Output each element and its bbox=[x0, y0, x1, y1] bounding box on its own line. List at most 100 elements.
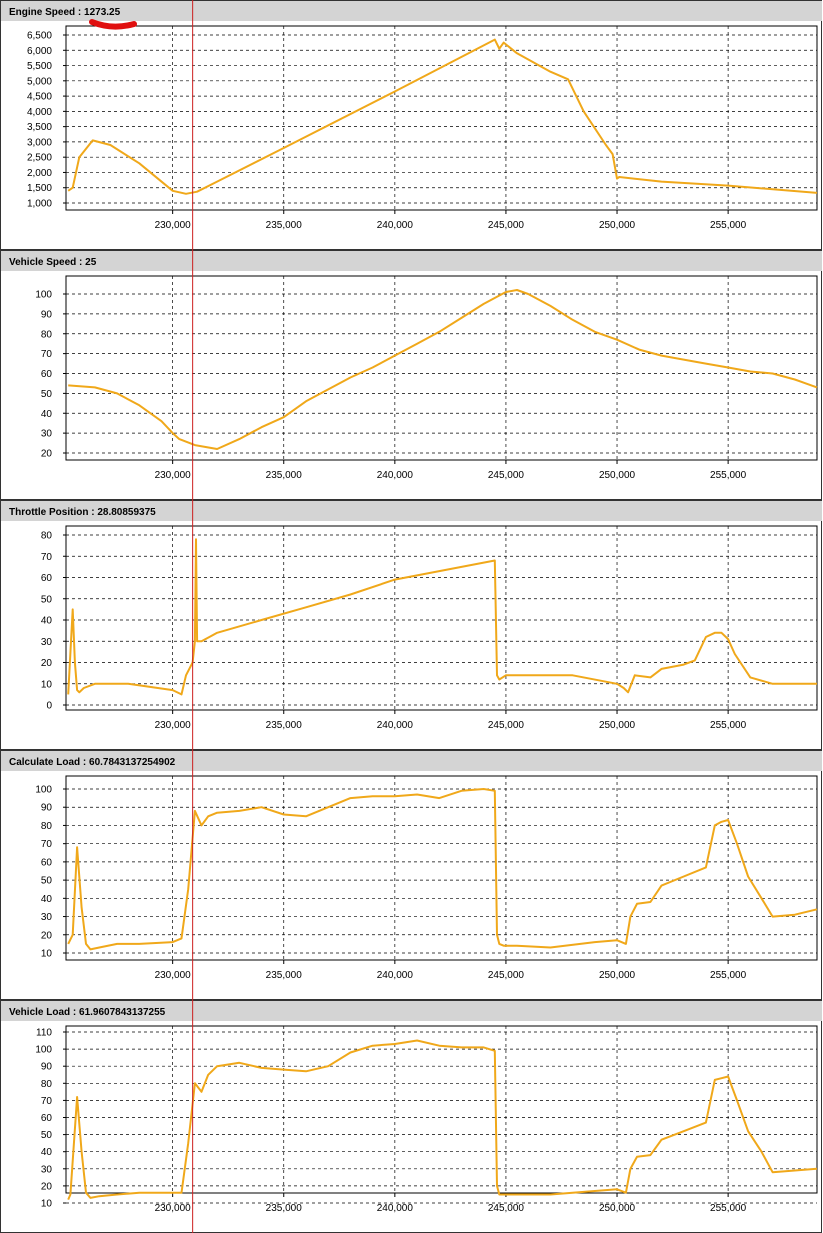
x-tick-label: 250,000 bbox=[599, 720, 636, 731]
y-tick-label: 50 bbox=[41, 876, 53, 887]
x-tick-label: 245,000 bbox=[488, 220, 525, 231]
x-tick-label: 235,000 bbox=[266, 720, 303, 731]
plot-area bbox=[65, 25, 818, 211]
y-tick-label: 30 bbox=[41, 912, 53, 923]
panel-header-bg bbox=[1, 1, 822, 21]
y-tick-label: 3,500 bbox=[27, 122, 52, 133]
y-tick-label: 40 bbox=[41, 616, 53, 627]
y-tick-label: 70 bbox=[41, 349, 53, 360]
y-tick-label: 20 bbox=[41, 930, 53, 941]
series-line-calculate-load bbox=[67, 788, 818, 951]
panel-frame bbox=[0, 500, 822, 750]
y-tick-label: 100 bbox=[35, 1045, 52, 1056]
y-tick-label: 50 bbox=[41, 1130, 53, 1141]
plot-area bbox=[65, 1025, 818, 1194]
panel-header-bg bbox=[1, 751, 822, 771]
y-tick-label: 90 bbox=[41, 1062, 53, 1073]
y-tick-label: 80 bbox=[41, 1079, 53, 1090]
plot-area bbox=[65, 775, 818, 961]
chart-title: Engine Speed : 1273.25 bbox=[9, 7, 121, 18]
chart-title: Throttle Position : 28.80859375 bbox=[9, 507, 156, 518]
y-tick-label: 6,500 bbox=[27, 31, 52, 42]
y-tick-label: 30 bbox=[41, 1164, 53, 1175]
x-tick-label: 255,000 bbox=[710, 1203, 747, 1214]
y-tick-label: 40 bbox=[41, 1147, 53, 1158]
x-tick-label: 245,000 bbox=[488, 470, 525, 481]
y-tick-label: 70 bbox=[41, 552, 53, 563]
chart-title: Vehicle Load : 61.9607843137255 bbox=[9, 1007, 166, 1018]
y-tick-label: 20 bbox=[41, 1181, 53, 1192]
y-tick-label: 100 bbox=[35, 290, 52, 301]
x-tick-label: 245,000 bbox=[488, 970, 525, 981]
x-tick-label: 235,000 bbox=[266, 470, 303, 481]
y-tick-label: 2,000 bbox=[27, 168, 52, 179]
y-tick-label: 10 bbox=[41, 679, 53, 690]
x-tick-label: 255,000 bbox=[710, 220, 747, 231]
y-tick-label: 20 bbox=[41, 658, 53, 669]
x-tick-label: 240,000 bbox=[377, 470, 414, 481]
chart-panel-4: Calculate Load : 60.7843137254902 10 20 30 4… bbox=[0, 750, 822, 1000]
y-tick-label: 10 bbox=[41, 949, 53, 960]
panel-frame bbox=[0, 0, 822, 250]
x-tick-label: 240,000 bbox=[377, 220, 414, 231]
y-tick-label: 30 bbox=[41, 637, 53, 648]
y-tick-label: 50 bbox=[41, 594, 53, 605]
y-tick-label: 60 bbox=[41, 1113, 53, 1124]
y-tick-label: 5,500 bbox=[27, 61, 52, 72]
series-line-vehicle-load bbox=[67, 1039, 818, 1200]
y-tick-label: 4,000 bbox=[27, 107, 52, 118]
y-tick-label: 10 bbox=[41, 1199, 53, 1210]
chart-title: Calculate Load : 60.7843137254902 bbox=[9, 757, 176, 768]
panel-frame bbox=[0, 750, 822, 1000]
x-tick-label: 230,000 bbox=[155, 970, 192, 981]
panel-frame bbox=[0, 250, 822, 500]
y-tick-label: 70 bbox=[41, 839, 53, 850]
y-tick-label: 4,500 bbox=[27, 92, 52, 103]
y-tick-label: 90 bbox=[41, 803, 53, 814]
x-tick-label: 255,000 bbox=[710, 720, 747, 731]
y-tick-label: 2,500 bbox=[27, 153, 52, 164]
y-tick-label: 1,500 bbox=[27, 183, 52, 194]
y-tick-label: 40 bbox=[41, 894, 53, 905]
chart-panel-5: Vehicle Load : 61.9607843137255 10 20 30 40 5… bbox=[0, 1000, 822, 1233]
y-tick-label: 1,000 bbox=[27, 199, 52, 210]
panel-header-bg bbox=[1, 1001, 822, 1021]
y-tick-label: 80 bbox=[41, 531, 53, 542]
y-tick-label: 5,000 bbox=[27, 76, 52, 87]
y-tick-label: 80 bbox=[41, 329, 53, 340]
y-tick-label: 70 bbox=[41, 1096, 53, 1107]
plot-area bbox=[65, 525, 818, 711]
panel-frame bbox=[0, 1000, 822, 1233]
y-tick-label: 0 bbox=[46, 701, 52, 712]
panel-header-bg bbox=[1, 251, 822, 271]
x-tick-label: 255,000 bbox=[710, 970, 747, 981]
y-tick-label: 100 bbox=[35, 785, 52, 796]
chart-title: Vehicle Speed : 25 bbox=[9, 257, 97, 268]
y-tick-label: 60 bbox=[41, 573, 53, 584]
series-line-throttle-position bbox=[67, 538, 817, 696]
y-tick-label: 6,000 bbox=[27, 46, 52, 57]
y-tick-label: 50 bbox=[41, 389, 53, 400]
y-tick-label: 40 bbox=[41, 409, 53, 420]
x-tick-label: 250,000 bbox=[599, 220, 636, 231]
series-line-vehicle-speed bbox=[68, 289, 818, 450]
x-tick-label: 240,000 bbox=[377, 1203, 414, 1214]
chart-panel-3: Throttle Position : 28.80859375 0 10 20 30 40… bbox=[0, 500, 822, 750]
x-tick-label: 255,000 bbox=[710, 470, 747, 481]
y-tick-label: 110 bbox=[36, 1028, 52, 1039]
x-tick-label: 230,000 bbox=[155, 470, 192, 481]
x-tick-label: 230,000 bbox=[155, 1203, 192, 1214]
y-tick-label: 20 bbox=[41, 449, 53, 460]
y-tick-label: 80 bbox=[41, 821, 53, 832]
highlight-marker bbox=[89, 19, 137, 30]
y-tick-label: 3,000 bbox=[27, 137, 52, 148]
y-tick-label: 90 bbox=[41, 309, 53, 320]
y-tick-label: 30 bbox=[41, 429, 53, 440]
x-tick-label: 230,000 bbox=[155, 720, 192, 731]
x-tick-label: 250,000 bbox=[599, 1203, 636, 1214]
series-line-engine-speed bbox=[67, 38, 818, 195]
x-tick-label: 250,000 bbox=[599, 970, 636, 981]
chart-panel-1: Engine Speed : 1273.25 1,000 1,500 2,000 2,5… bbox=[0, 0, 822, 250]
x-tick-label: 235,000 bbox=[266, 220, 303, 231]
